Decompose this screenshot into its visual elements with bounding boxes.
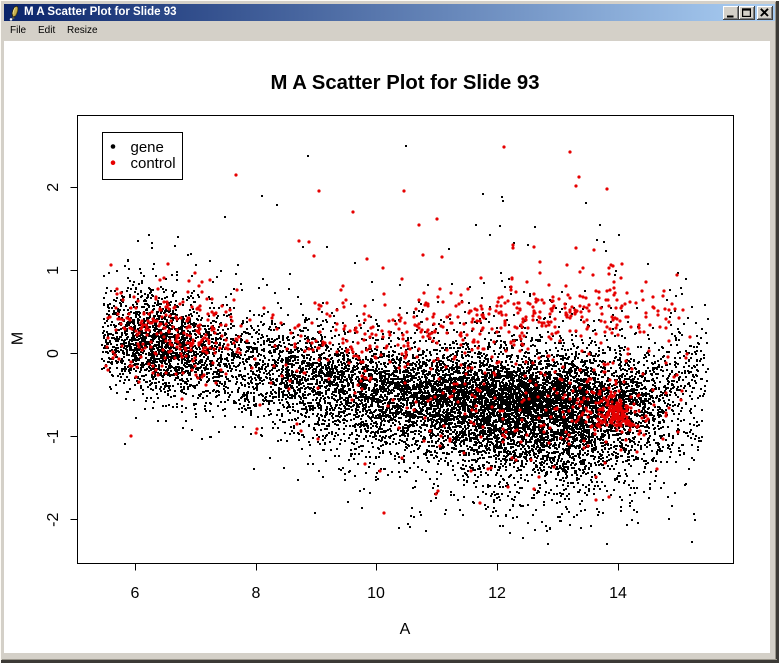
svg-text:control: control <box>131 155 176 172</box>
svg-text:10: 10 <box>367 585 385 602</box>
svg-text:-1: -1 <box>45 429 62 443</box>
svg-text:1: 1 <box>45 266 62 275</box>
svg-text:6: 6 <box>131 585 140 602</box>
svg-text:12: 12 <box>488 585 506 602</box>
svg-text:A: A <box>400 621 411 638</box>
svg-text:2: 2 <box>45 183 62 192</box>
svg-text:8: 8 <box>252 585 261 602</box>
svg-text:M: M <box>10 332 27 345</box>
svg-text:14: 14 <box>609 585 627 602</box>
svg-text:gene: gene <box>131 139 164 156</box>
svg-text:M A Scatter Plot for Slide 93: M A Scatter Plot for Slide 93 <box>271 72 540 94</box>
svg-text:-2: -2 <box>45 512 62 526</box>
svg-text:0: 0 <box>45 349 62 358</box>
